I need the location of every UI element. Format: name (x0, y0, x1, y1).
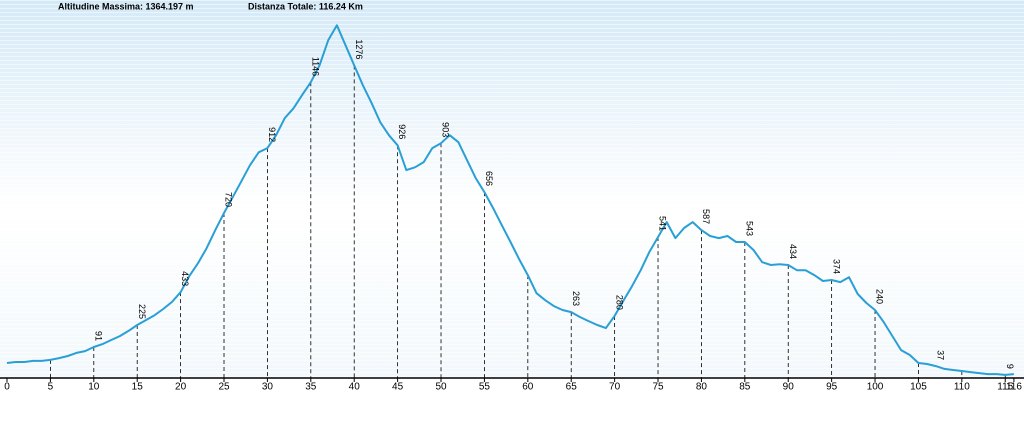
x-tick-label: 105 (910, 382, 927, 393)
background-stripes (0, 0, 1024, 378)
elevation-annotation: 9 (1005, 364, 1015, 369)
elevation-annotation: 374 (831, 259, 841, 274)
x-tick-label: 45 (392, 382, 404, 393)
elevation-annotation: 720 (224, 192, 234, 207)
x-tick-label: 35 (305, 382, 317, 393)
x-tick-label: 115 (997, 382, 1013, 393)
elevation-annotation: 263 (571, 291, 581, 306)
x-tick-label: 116 (1006, 382, 1022, 393)
elevation-annotation: 1276 (354, 39, 364, 59)
x-tick-label: 20 (175, 382, 187, 393)
x-tick-label: 90 (783, 382, 795, 393)
x-tick-label: 55 (479, 382, 491, 393)
elevation-annotation: 656 (484, 171, 494, 186)
elevation-annotation: 91 (93, 331, 103, 341)
x-tick-label: 65 (566, 382, 578, 393)
x-tick-label: 75 (652, 382, 664, 393)
elevation-annotation: 926 (397, 124, 407, 139)
max-altitude: Altitudine Massima: 1364.197 m (58, 1, 194, 11)
x-tick-label: 5 (48, 382, 54, 393)
elevation-annotation: 225 (137, 304, 147, 319)
x-tick-label: 85 (739, 382, 751, 393)
elevation-annotation: 587 (701, 209, 711, 224)
elevation-annotation: 1146 (310, 57, 320, 76)
elevation-annotation: 240 (875, 289, 885, 304)
x-tick-label: 0 (4, 382, 10, 393)
x-tick-label: 100 (867, 382, 884, 393)
elevation-annotation: 280 (614, 295, 624, 310)
elevation-annotation: 903 (441, 122, 451, 137)
x-tick-label: 70 (609, 382, 621, 393)
total-distance: Distanza Totale: 116.24 Km (248, 1, 363, 11)
elevation-annotation: 37 (935, 350, 945, 360)
x-tick-label: 50 (435, 382, 447, 393)
x-tick-label: 10 (88, 382, 100, 393)
x-tick-label: 30 (262, 382, 274, 393)
x-tick-label: 80 (696, 382, 708, 393)
x-tick-label: 95 (826, 382, 838, 393)
elevation-annotation: 543 (744, 221, 754, 236)
x-tick-label: 110 (954, 382, 970, 393)
x-tick-label: 40 (349, 382, 361, 393)
elevation-annotation: 541 (658, 216, 668, 231)
elevation-annotation: 433 (180, 271, 190, 286)
elevation-annotation: 912 (267, 127, 277, 142)
x-tick-label: 60 (522, 382, 534, 393)
x-tick-label: 25 (218, 382, 230, 393)
x-tick-label: 15 (132, 382, 144, 393)
elevation-annotation: 434 (788, 244, 798, 259)
elevation-line (6, 24, 1014, 376)
